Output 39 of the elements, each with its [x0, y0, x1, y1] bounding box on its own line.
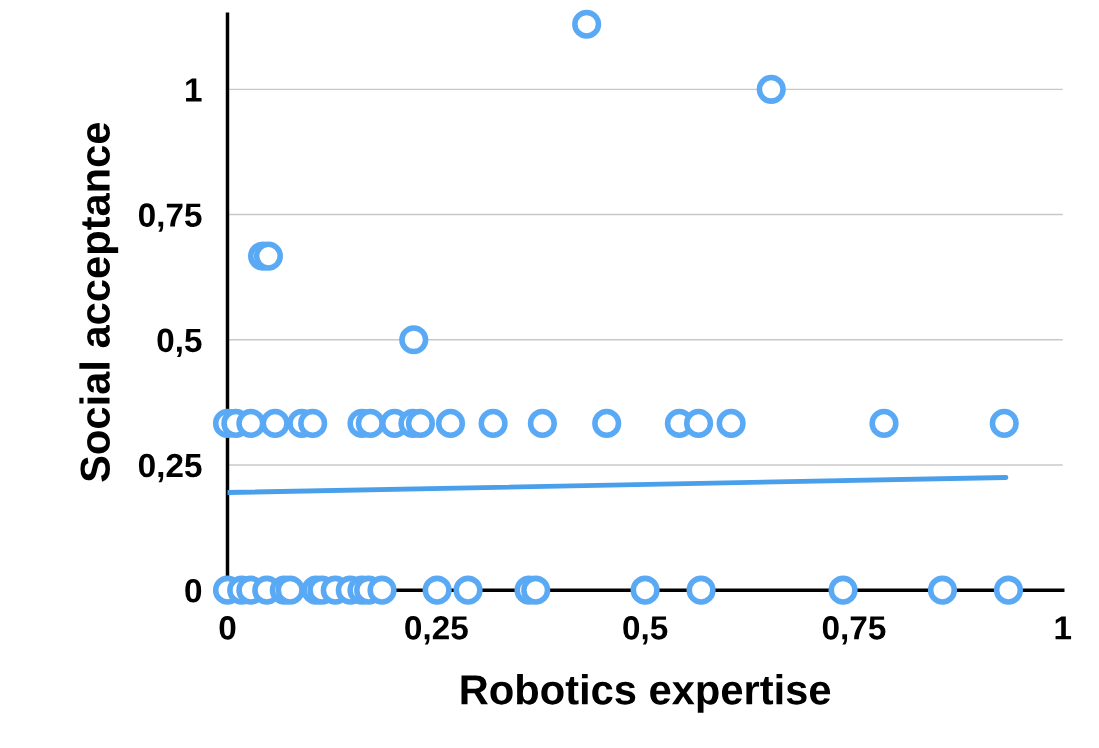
- point: [527, 408, 557, 438]
- point: [993, 575, 1024, 605]
- point: [630, 575, 660, 605]
- x-tick-label: 1: [1055, 616, 1072, 640]
- point: [453, 575, 483, 605]
- point: [521, 575, 551, 605]
- point: [716, 408, 746, 438]
- y-tick-label: 1: [186, 78, 202, 102]
- point: [989, 408, 1019, 438]
- point: [422, 575, 452, 605]
- point: [260, 408, 290, 438]
- point: [572, 9, 602, 39]
- point: [828, 575, 858, 605]
- x-axis-title: Robotics expertise: [461, 674, 831, 713]
- point: [298, 408, 328, 438]
- point: [367, 575, 397, 605]
- point: [236, 408, 266, 438]
- point: [478, 408, 508, 438]
- point: [405, 408, 436, 438]
- x-tick-label: 0,25: [405, 616, 468, 645]
- point: [253, 241, 283, 271]
- y-tick-label: 0,25: [138, 453, 202, 483]
- point: [927, 575, 958, 605]
- point: [435, 408, 466, 438]
- point: [275, 575, 305, 605]
- point: [869, 408, 899, 438]
- point: [686, 575, 716, 605]
- y-tick-label: 0,75: [138, 203, 202, 232]
- point: [756, 74, 786, 104]
- y-tick-label: 0,5: [157, 328, 202, 357]
- point: [592, 408, 622, 438]
- x-tick-label: 0,75: [822, 616, 886, 645]
- point: [355, 408, 385, 438]
- point: [399, 325, 429, 355]
- x-tick-label: 0: [219, 616, 236, 640]
- y-tick-label: 0: [185, 578, 202, 603]
- x-tick-label: 0,5: [623, 616, 668, 645]
- point: [683, 408, 714, 438]
- y-axis-title: Social acceptance: [79, 122, 119, 482]
